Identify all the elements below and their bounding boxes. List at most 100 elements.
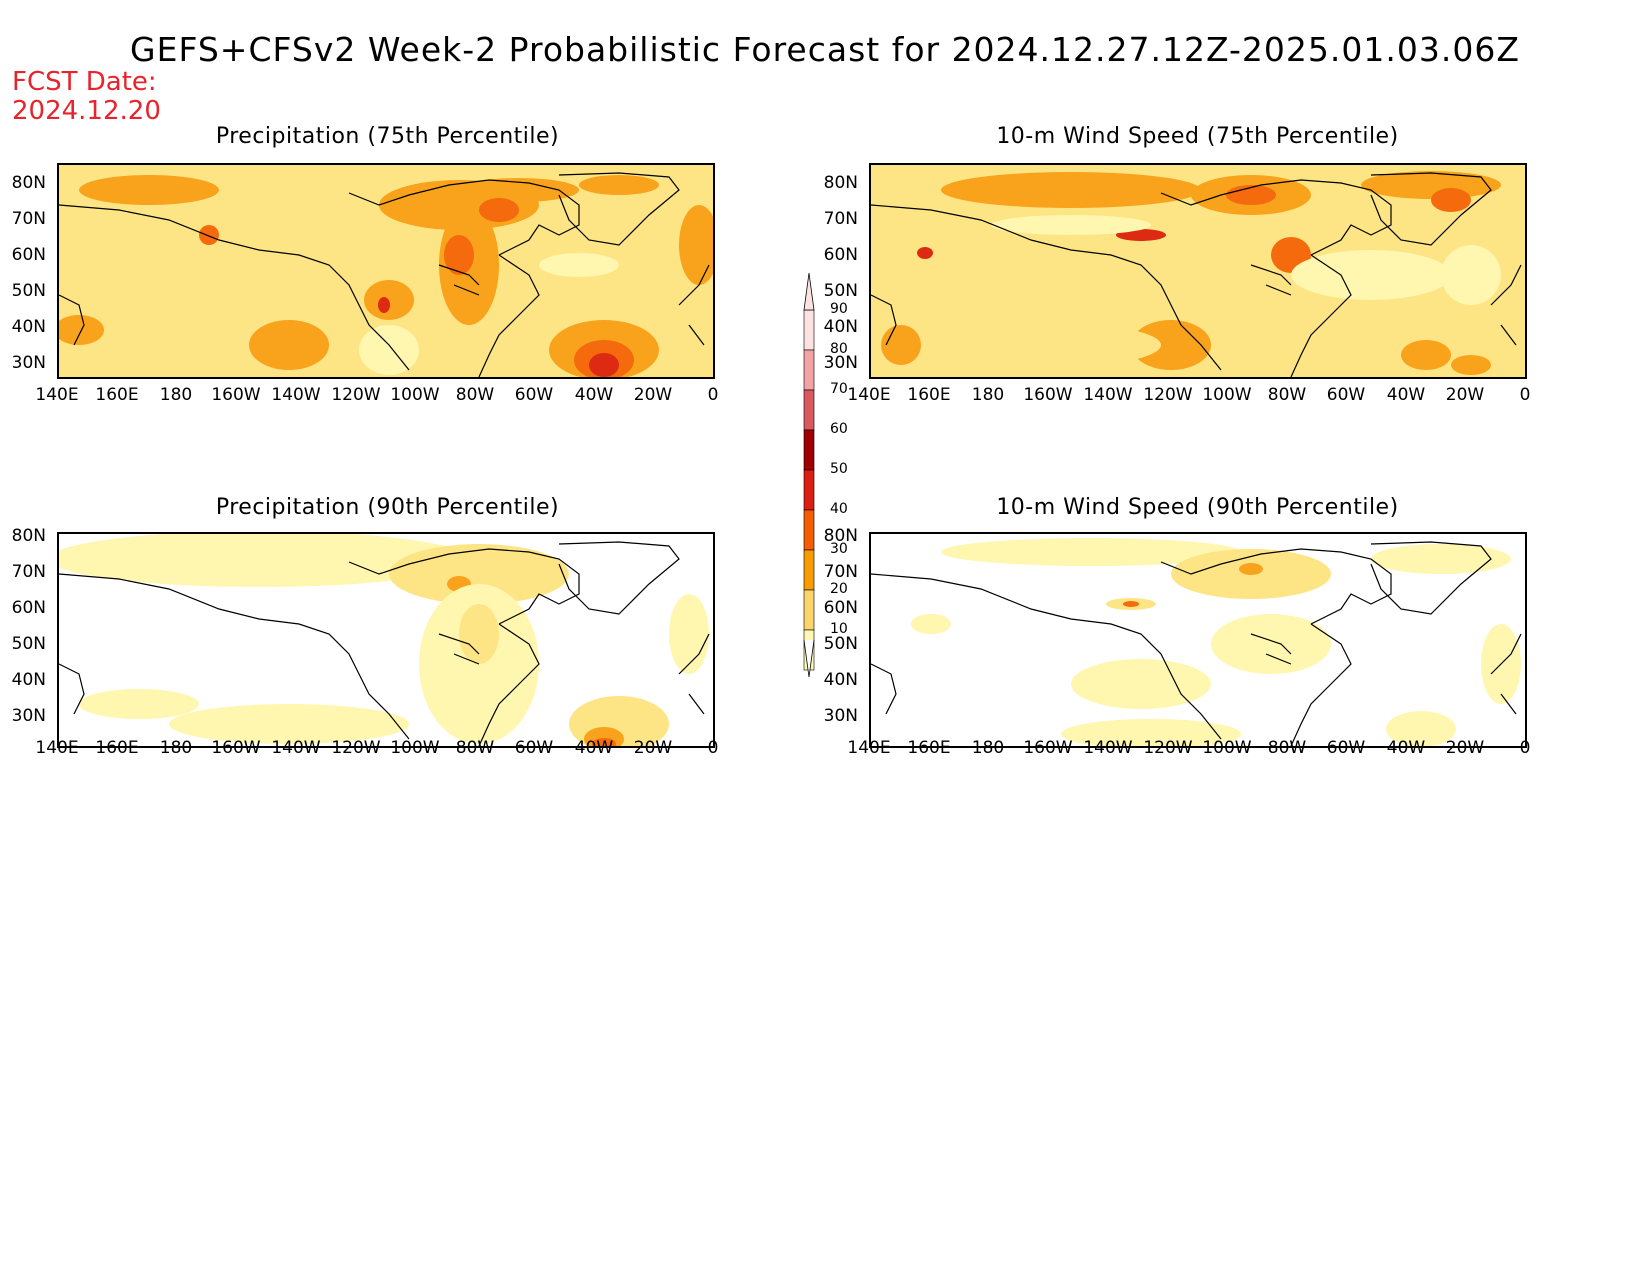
shading-layer — [871, 165, 1525, 377]
lon-label: 140E — [847, 738, 891, 758]
lat-label: 30N — [11, 353, 46, 373]
colorbar-label: 30 — [830, 541, 848, 557]
coastlines — [59, 541, 710, 746]
lon-label: 20W — [1445, 385, 1485, 405]
lon-label: 80W — [455, 738, 495, 758]
lat-label: 70N — [823, 562, 858, 582]
lon-label: 140W — [271, 738, 321, 758]
lon-label: 160W — [1023, 738, 1073, 758]
lon-label: 120W — [331, 385, 381, 405]
lon-label: 160W — [211, 385, 261, 405]
lat-label: 40N — [11, 670, 46, 690]
lon-label: 140W — [1083, 738, 1133, 758]
lat-label: 60N — [823, 245, 858, 265]
lon-label: 60W — [1326, 738, 1366, 758]
lon-label: 0 — [1519, 738, 1531, 758]
lon-label: 160W — [211, 738, 261, 758]
panel-wind-75: 10-m Wind Speed (75th Percentile) — [815, 120, 1595, 420]
lon-label: 140E — [35, 738, 79, 758]
lon-label: 140W — [1083, 385, 1133, 405]
lat-label: 30N — [823, 353, 858, 373]
lon-label: 160W — [1023, 385, 1073, 405]
lat-label: 70N — [823, 209, 858, 229]
lat-label: 80N — [823, 173, 858, 193]
colorbar-boxes — [803, 309, 815, 671]
lat-label: 50N — [11, 281, 46, 301]
colorbar-box — [803, 389, 815, 431]
lon-label: 100W — [1202, 385, 1252, 405]
lat-label: 60N — [11, 598, 46, 618]
lon-label: 100W — [1202, 738, 1252, 758]
lon-label: 180 — [971, 385, 1005, 405]
panel-precip-75: Precipitation (75th Percentile) — [0, 120, 780, 420]
lon-label: 140E — [847, 385, 891, 405]
lon-label: 160E — [907, 385, 951, 405]
lon-label: 60W — [514, 385, 554, 405]
colorbar-label: 90 — [830, 301, 848, 317]
shading-layer — [871, 534, 1525, 746]
lon-label: 0 — [1519, 385, 1531, 405]
lon-label: 40W — [1386, 385, 1426, 405]
lat-label: 80N — [823, 526, 858, 546]
lon-label: 100W — [390, 738, 440, 758]
lat-label: 40N — [823, 670, 858, 690]
lon-label: 120W — [1143, 385, 1193, 405]
lon-label: 40W — [1386, 738, 1426, 758]
lon-label: 100W — [390, 385, 440, 405]
lon-label: 20W — [633, 738, 673, 758]
lat-label: 80N — [11, 173, 46, 193]
fcst-date-label: FCST Date: — [12, 67, 157, 97]
lon-label: 0 — [707, 738, 719, 758]
colorbar-label: 40 — [830, 501, 848, 517]
lon-label: 120W — [331, 738, 381, 758]
lon-label: 40W — [574, 385, 614, 405]
lat-label: 50N — [823, 281, 858, 301]
lon-label: 80W — [1267, 385, 1307, 405]
map-precip-90 — [57, 532, 715, 748]
main-title: GEFS+CFSv2 Week-2 Probabilistic Forecast… — [130, 30, 1520, 69]
colorbar-label: 10 — [830, 621, 848, 637]
colorbar-label: 20 — [830, 581, 848, 597]
fcst-date: FCST Date: 2024.12.20 — [12, 68, 161, 126]
lat-label: 70N — [11, 209, 46, 229]
shading-layer — [59, 534, 713, 746]
lat-label: 30N — [11, 706, 46, 726]
map-svg — [59, 165, 713, 377]
colorbar-box — [803, 549, 815, 591]
lat-label: 60N — [823, 598, 858, 618]
panel-title: 10-m Wind Speed (90th Percentile) — [996, 495, 1399, 520]
lon-label: 60W — [514, 738, 554, 758]
panel-title: Precipitation (90th Percentile) — [215, 495, 560, 520]
lon-label: 180 — [159, 738, 193, 758]
lat-label: 60N — [11, 245, 46, 265]
colorbar-box — [803, 509, 815, 551]
lon-label: 160E — [95, 738, 139, 758]
panel-wind-90: 10-m Wind Speed (90th Percentile) — [815, 493, 1595, 793]
colorbar: 90 80 70 60 50 40 30 20 10 — [800, 270, 860, 680]
colorbar-svg — [803, 272, 815, 678]
colorbar-box — [803, 589, 815, 631]
lat-label: 50N — [11, 634, 46, 654]
panel-precip-90: Precipitation (90th Percentile) — [0, 493, 780, 793]
panel-title: 10-m Wind Speed (75th Percentile) — [996, 124, 1399, 149]
lon-label: 180 — [159, 385, 193, 405]
colorbar-bottom-tip — [803, 639, 815, 678]
colorbar-label: 60 — [830, 421, 848, 437]
lon-label: 0 — [707, 385, 719, 405]
map-svg — [871, 534, 1525, 746]
lon-label: 60W — [1326, 385, 1366, 405]
lon-label: 180 — [971, 738, 1005, 758]
colorbar-top-tip — [803, 272, 815, 311]
lat-label: 30N — [823, 706, 858, 726]
colorbar-box — [803, 429, 815, 471]
map-svg — [871, 165, 1525, 377]
coastlines — [871, 541, 1522, 746]
shading-layer — [59, 165, 713, 377]
lon-label: 160E — [95, 385, 139, 405]
lon-label: 140E — [35, 385, 79, 405]
lon-label: 80W — [1267, 738, 1307, 758]
lon-label: 160E — [907, 738, 951, 758]
panel-title: Precipitation (75th Percentile) — [215, 124, 560, 149]
colorbar-label: 50 — [830, 461, 848, 477]
coastlines — [59, 172, 710, 377]
